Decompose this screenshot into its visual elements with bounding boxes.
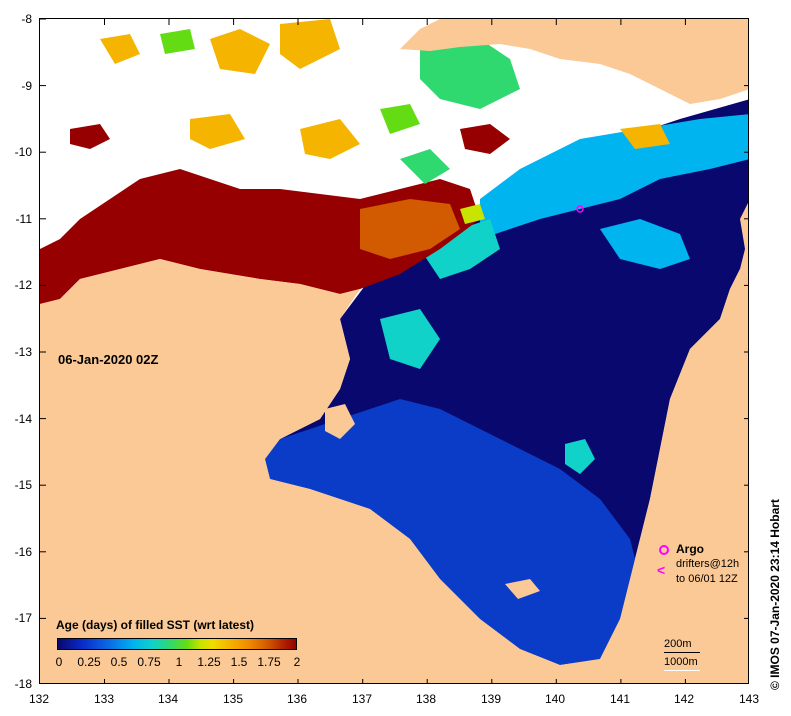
argo-label: Argo: [676, 542, 704, 556]
land-north-east: [400, 19, 748, 104]
colorbar-tick: 1.25: [197, 655, 221, 669]
map-frame: [39, 18, 749, 684]
land-cape-york: [740, 203, 748, 282]
colorbar-tick: 0.25: [77, 655, 101, 669]
lat-label: -17: [14, 611, 32, 625]
lon-label: 133: [93, 692, 115, 706]
lat-label: -11: [15, 212, 32, 226]
lon-label: 132: [28, 692, 50, 706]
drifter-arrow-icon: <: [657, 562, 666, 578]
contour-1000m-label: 1000m: [664, 656, 698, 668]
lat-label: -18: [14, 677, 32, 691]
gulf-patch-cyan-e: [565, 439, 595, 474]
lat-label: -10: [14, 145, 32, 159]
yellow-patch-1: [460, 204, 485, 224]
island-groote: [325, 404, 355, 439]
colorbar-tick: 0.75: [137, 655, 161, 669]
island-mornington: [505, 579, 540, 599]
green-patch-2: [420, 39, 520, 109]
credit-text: © IMOS 07-Jan-2020 23:14 Hobart: [768, 499, 782, 690]
old-data-orange-patch: [360, 199, 460, 259]
gulf-water-age-0-5: [480, 114, 748, 239]
legend-title: Age (days) of filled SST (wrt latest): [56, 618, 255, 632]
land-mainland: [40, 259, 748, 683]
sst-map: [40, 19, 748, 683]
contour-200m-line: [664, 652, 700, 653]
date-label: 06-Jan-2020 02Z: [58, 352, 159, 367]
lat-label: -14: [14, 412, 32, 426]
drifter-label: drifters@12h to 06/01 12Z: [676, 557, 739, 587]
lat-label: -15: [14, 478, 32, 492]
orange-patch-3: [280, 19, 340, 69]
drifter-label-line1: drifters@12h: [676, 558, 740, 570]
gulf-water-age-1: [420, 219, 500, 279]
lat-label: -8: [21, 12, 32, 26]
orange-patch-6: [620, 124, 670, 149]
old-data-red-patch-n: [70, 124, 110, 149]
old-data-red-band: [40, 169, 480, 304]
lat-label: -13: [14, 345, 32, 359]
orange-patch-1: [100, 34, 140, 64]
colorbar-tick: 1.75: [257, 655, 281, 669]
orange-patch-2: [210, 29, 270, 74]
colorbar-tick: 1: [175, 655, 183, 669]
lon-label: 142: [673, 692, 695, 706]
argo-icon: [659, 545, 669, 555]
lat-label: -12: [14, 278, 32, 292]
green-patch-4: [400, 149, 450, 184]
gulf-water-age-0-2: [265, 399, 640, 665]
colorbar: [57, 638, 297, 650]
gulf-water-age-1b: [380, 309, 440, 369]
green-patch-3: [380, 104, 420, 134]
lon-label: 140: [544, 692, 566, 706]
lat-label: -9: [21, 79, 32, 93]
lon-label: 136: [286, 692, 308, 706]
lon-ticks: [104, 19, 686, 683]
green-patch-1: [160, 29, 195, 54]
contour-200m-label: 200m: [664, 638, 692, 650]
lat-label: -16: [14, 545, 32, 559]
lon-label: 138: [415, 692, 437, 706]
argo-float-marker: [576, 205, 584, 213]
colorbar-tick: 2: [293, 655, 301, 669]
orange-patch-5: [300, 119, 360, 159]
drifter-label-line2: to 06/01 12Z: [676, 573, 738, 585]
colorbar-tick: 1.5: [230, 655, 248, 669]
orange-patch-4: [190, 114, 245, 149]
lon-label: 141: [609, 692, 631, 706]
old-data-red-patch-ne: [460, 124, 510, 154]
lat-ticks: [40, 19, 748, 619]
lon-label: 134: [157, 692, 179, 706]
lon-label: 137: [351, 692, 373, 706]
gulf-water-age-0-5b: [600, 219, 690, 269]
colorbar-tick: 0: [55, 655, 63, 669]
contour-1000m-line: [664, 670, 700, 671]
colorbar-tick: 0.5: [110, 655, 128, 669]
lon-label: 135: [222, 692, 244, 706]
lon-label: 143: [738, 692, 760, 706]
lon-label: 139: [480, 692, 502, 706]
